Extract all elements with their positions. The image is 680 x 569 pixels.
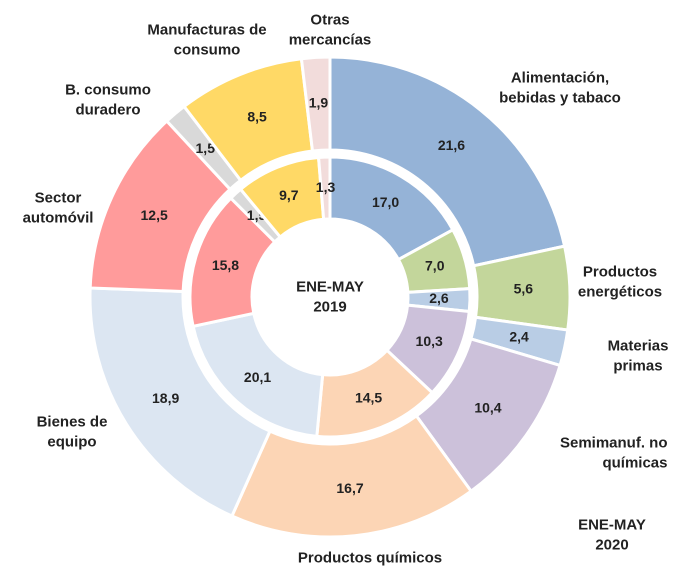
slice — [328, 55, 567, 268]
value-label: 7,0 — [425, 258, 445, 274]
series-label: ENE-MAY 2020 — [578, 516, 646, 554]
category-label: Alimentación, bebidas y tabaco — [499, 69, 621, 107]
value-label: 1,9 — [309, 95, 329, 111]
category-label: Manufacturas de consumo — [147, 21, 267, 59]
value-label: 16,7 — [336, 480, 363, 496]
slice — [88, 286, 272, 519]
value-label: 12,5 — [141, 207, 168, 223]
value-label: 15,8 — [212, 257, 239, 273]
value-label: 1,3 — [316, 179, 336, 195]
category-label: Bienes de equipo — [36, 413, 108, 451]
value-label: 8,5 — [247, 108, 267, 124]
category-label: Otras mercancías — [288, 11, 372, 49]
value-label: 5,6 — [514, 280, 534, 296]
value-label: 10,3 — [416, 333, 443, 349]
slice — [299, 55, 332, 153]
series-label: ENE-MAY 2019 — [296, 278, 364, 316]
value-label: 18,9 — [152, 390, 179, 406]
category-label: Materias primas — [607, 337, 669, 375]
value-label: 14,5 — [355, 390, 382, 406]
category-label: Sector automóvil — [22, 189, 94, 227]
category-label: B. consumo duradero — [65, 81, 151, 119]
value-label: 2,6 — [429, 290, 449, 306]
value-label: 10,4 — [474, 399, 501, 415]
value-label: 21,6 — [438, 137, 465, 153]
slice — [316, 155, 332, 221]
category-label: Productos químicos — [297, 549, 443, 567]
value-label: 9,7 — [279, 187, 299, 203]
value-label: 2,4 — [509, 329, 529, 345]
category-label: Productos energéticos — [577, 263, 663, 301]
value-label: 1,5 — [196, 140, 216, 156]
value-label: 20,1 — [244, 369, 271, 385]
value-label: 17,0 — [372, 194, 399, 210]
category-label: Semimanuf. no químicas — [559, 434, 668, 472]
